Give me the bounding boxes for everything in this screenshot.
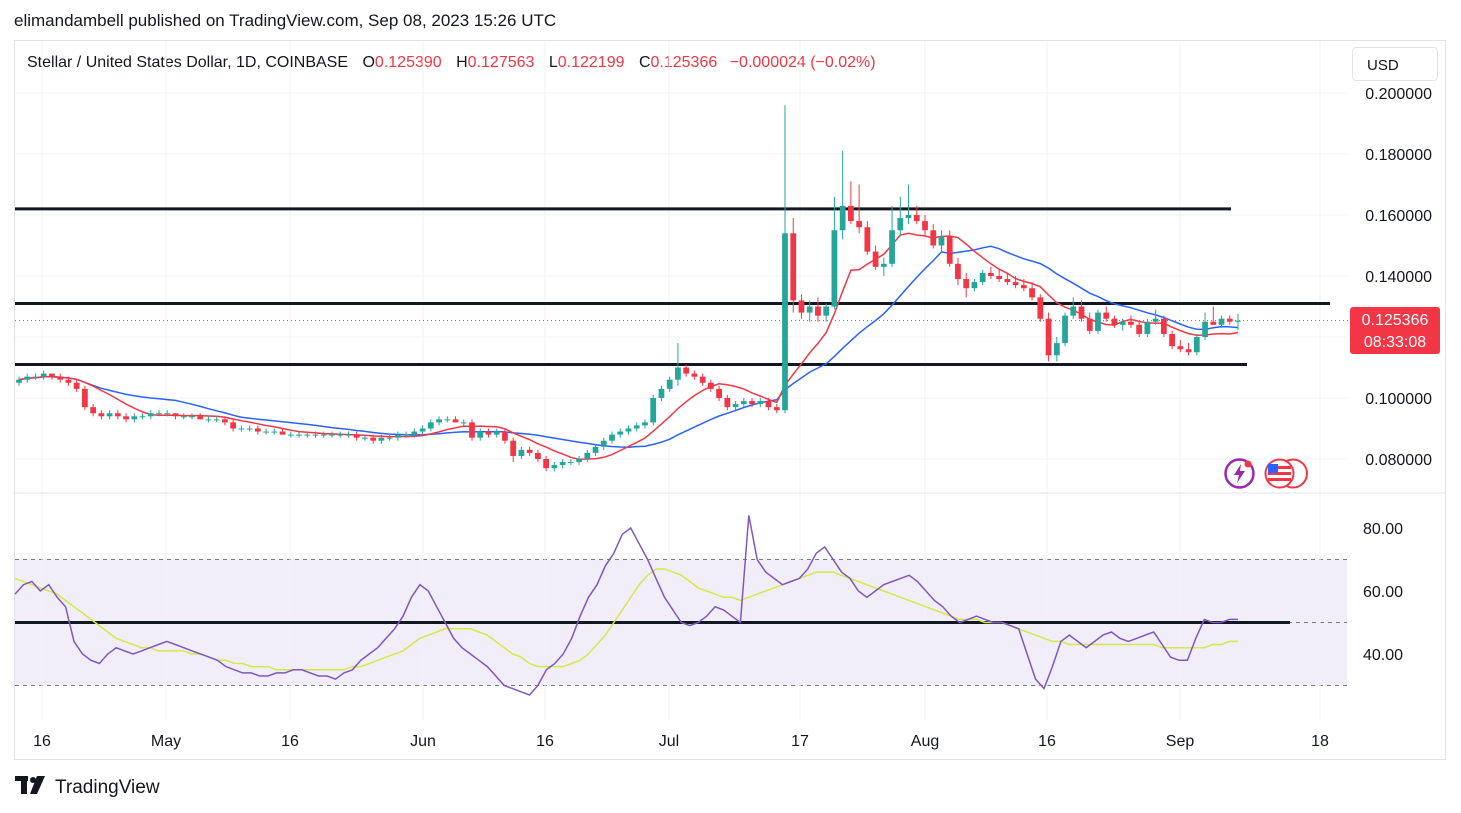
open-label: O bbox=[362, 54, 375, 71]
us-flag-icon[interactable] bbox=[1263, 457, 1311, 490]
last-price-value: 0.125366 bbox=[1361, 312, 1429, 329]
low-value: 0.122199 bbox=[557, 54, 625, 71]
brand-name: TradingView bbox=[55, 777, 160, 798]
tradingview-logo[interactable]: TradingView bbox=[15, 776, 160, 800]
open-value: 0.125390 bbox=[374, 54, 442, 71]
change-value: −0.000024 (−0.02%) bbox=[729, 54, 876, 71]
high-value: 0.127563 bbox=[467, 54, 535, 71]
chart-frame bbox=[14, 40, 1446, 760]
last-price-tag: 0.125366 08:33:08 bbox=[1350, 307, 1440, 354]
publisher-caption: elimandambell published on TradingView.c… bbox=[14, 11, 557, 30]
symbol-legend: Stellar / United States Dollar, 1D, COIN… bbox=[27, 54, 876, 72]
tradingview-mark-icon bbox=[15, 776, 49, 800]
low-label: L bbox=[548, 54, 558, 71]
symbol-name: Stellar / United States Dollar, 1D, COIN… bbox=[27, 54, 349, 71]
currency-button[interactable]: USD bbox=[1352, 47, 1438, 81]
close-value: 0.125366 bbox=[650, 54, 718, 71]
lightning-icon[interactable] bbox=[1223, 457, 1256, 490]
close-label: C bbox=[638, 54, 651, 71]
high-label: H bbox=[456, 54, 468, 71]
bar-countdown: 08:33:08 bbox=[1363, 334, 1427, 351]
